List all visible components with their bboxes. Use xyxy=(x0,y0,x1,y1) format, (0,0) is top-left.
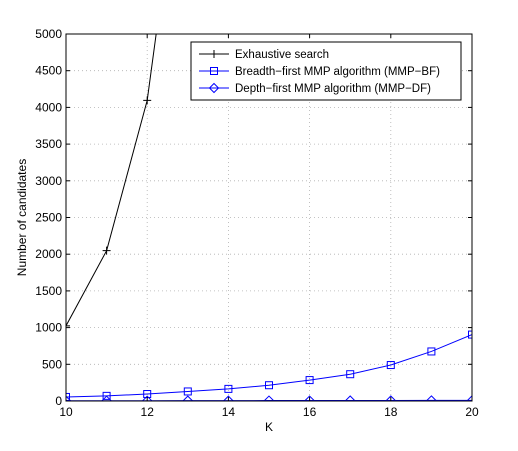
x-tick-label: 16 xyxy=(303,405,317,419)
data-point-plus xyxy=(102,246,111,255)
data-point-square xyxy=(224,384,233,393)
data-point-diamond xyxy=(304,395,315,401)
legend-label: Depth−first MMP algorithm (MMP−DF) xyxy=(235,83,431,95)
data-point-plus xyxy=(143,96,152,105)
legend-box xyxy=(190,41,462,101)
legend: Exhaustive search Breadth−first MMP algor… xyxy=(190,41,462,101)
y-tick-label: 1500 xyxy=(35,284,62,298)
series-1 xyxy=(66,34,157,330)
x-tick-label: 14 xyxy=(222,405,236,419)
y-tick-label: 4000 xyxy=(35,100,62,114)
series-2 xyxy=(66,330,472,401)
x-axis-label: K xyxy=(265,420,273,434)
data-point-diamond xyxy=(426,395,437,401)
x-tick-label: 12 xyxy=(141,405,155,419)
data-point-diamond xyxy=(208,82,220,94)
data-point-square xyxy=(265,381,273,390)
y-tick-label: 1000 xyxy=(35,321,62,335)
y-tick-label: 0 xyxy=(55,394,62,408)
y-tick-label: 5000 xyxy=(35,27,62,41)
data-point-square xyxy=(210,67,218,75)
data-point-diamond xyxy=(141,395,153,401)
data-point-diamond xyxy=(182,395,194,401)
data-point-diamond xyxy=(466,395,472,401)
series-line xyxy=(66,34,157,327)
data-point-plus xyxy=(210,50,218,58)
ticks: 10 12 14 16 18 20 0 500 1000 1500 2000 2500 3000 3500… xyxy=(35,27,479,419)
data-point-square xyxy=(386,361,395,370)
x-tick-label: 18 xyxy=(384,405,398,419)
data-point-square xyxy=(468,330,472,339)
data-point-square xyxy=(66,392,70,401)
data-point-square xyxy=(183,387,192,396)
data-point-diamond xyxy=(66,395,72,401)
y-tick-label: 3000 xyxy=(35,174,62,188)
series-line xyxy=(66,334,472,398)
y-tick-label: 500 xyxy=(42,357,62,371)
y-tick-label: 2500 xyxy=(35,211,62,225)
y-axis-label: Number of candidates xyxy=(15,159,29,276)
data-point-square xyxy=(305,376,314,385)
y-tick-label: 4500 xyxy=(35,64,62,78)
data-point-square xyxy=(427,347,436,356)
data-point-square xyxy=(102,391,111,400)
data-point-square xyxy=(346,370,355,379)
data-point-plus xyxy=(66,321,70,330)
data-point-diamond xyxy=(344,395,356,401)
data-point-diamond xyxy=(263,395,275,401)
data-point-diamond xyxy=(385,395,397,401)
legend-label: Exhaustive search xyxy=(235,49,329,61)
data-point-diamond xyxy=(223,395,234,401)
data-point-diamond xyxy=(101,395,112,401)
y-tick-label: 2000 xyxy=(35,247,62,261)
legend-label: Breadth−first MMP algorithm (MMP−BF) xyxy=(235,66,440,78)
y-tick-label: 3500 xyxy=(35,137,62,151)
x-tick-label: 20 xyxy=(465,405,479,419)
x-tick-label: 10 xyxy=(59,405,73,419)
